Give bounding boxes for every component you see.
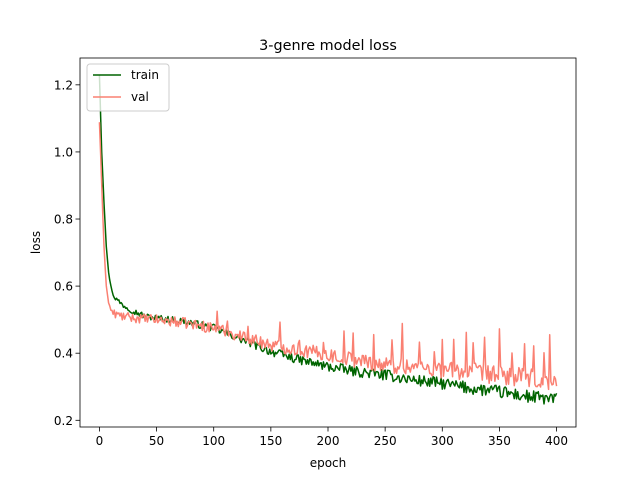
x-axis-label: epoch	[310, 456, 347, 470]
legend-label-train: train	[131, 68, 159, 82]
x-tick-label: 0	[96, 434, 104, 448]
x-tick-label: 250	[374, 434, 397, 448]
y-tick-label: 1.0	[54, 145, 73, 159]
x-tick-label: 200	[317, 434, 340, 448]
x-axis: 0 50 100 150 200 250 300 350 400	[96, 427, 568, 448]
legend: train val	[86, 63, 170, 112]
x-tick-label: 350	[488, 434, 511, 448]
x-tick-label: 100	[202, 434, 225, 448]
y-tick-label: 0.8	[54, 213, 73, 227]
y-tick-label: 0.2	[54, 414, 73, 428]
legend-label-val: val	[131, 90, 149, 104]
x-tick-label: 150	[259, 434, 282, 448]
y-tick-label: 0.6	[54, 280, 73, 294]
x-tick-label: 50	[149, 434, 164, 448]
y-axis-label: loss	[29, 231, 43, 254]
series-line-val	[98, 122, 558, 391]
series-layer	[98, 75, 558, 405]
chart-title: 3-genre model loss	[259, 38, 397, 54]
y-tick-label: 1.2	[54, 78, 73, 92]
y-axis: 0.2 0.4 0.6 0.8 1.0 1.2	[54, 78, 80, 428]
x-tick-label: 400	[545, 434, 568, 448]
x-tick-label: 300	[431, 434, 454, 448]
y-tick-label: 0.4	[54, 347, 73, 361]
